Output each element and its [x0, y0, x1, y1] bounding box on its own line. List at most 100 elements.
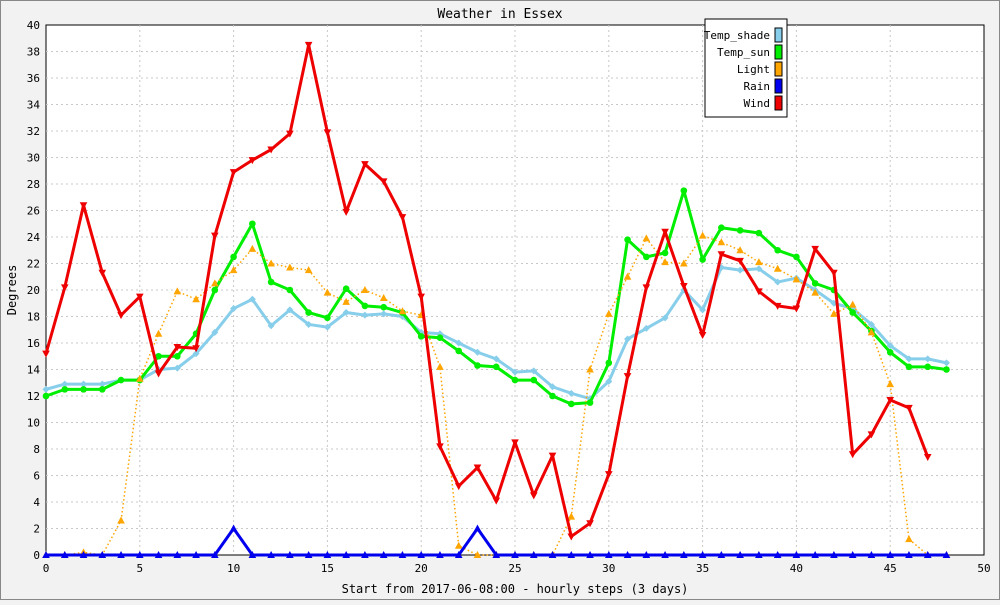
- data-point-light: [192, 295, 200, 303]
- data-point-rain: [342, 551, 350, 558]
- data-point-wind: [792, 305, 801, 313]
- data-point-light: [136, 374, 144, 382]
- data-point-wind: [886, 396, 894, 404]
- data-point-rain: [286, 551, 294, 558]
- data-point-light: [117, 516, 125, 524]
- data-point-rain: [661, 551, 669, 558]
- data-point-light: [680, 259, 688, 267]
- data-point-temp-shade: [473, 348, 481, 356]
- data-point-rain: [792, 551, 801, 558]
- data-point-temp-shade: [942, 359, 950, 367]
- data-point-light: [248, 244, 257, 252]
- legend-label-light: Light: [737, 63, 770, 76]
- data-point-temp-sun: [324, 314, 331, 322]
- data-point-rain: [60, 551, 69, 558]
- x-tick-label: 0: [43, 562, 50, 575]
- x-tick-label: 10: [227, 562, 240, 575]
- data-point-temp-sun: [98, 386, 106, 393]
- data-point-temp-shade: [192, 350, 200, 358]
- data-point-light: [229, 266, 238, 274]
- data-point-temp-shade: [98, 380, 106, 388]
- data-point-temp-shade: [774, 278, 782, 286]
- data-point-temp-sun: [755, 229, 763, 237]
- data-point-light: [398, 307, 407, 315]
- data-point-temp-sun: [342, 285, 350, 292]
- data-point-rain: [811, 551, 819, 558]
- data-point-temp-sun: [774, 246, 781, 254]
- legend-swatch-temp-sun: [774, 44, 783, 60]
- data-point-temp-sun: [492, 363, 500, 371]
- data-point-temp-shade: [286, 306, 294, 314]
- data-point-light: [661, 258, 669, 266]
- data-point-wind: [755, 288, 763, 296]
- data-point-temp-sun: [567, 400, 575, 408]
- data-point-rain: [211, 551, 219, 558]
- data-point-rain: [323, 551, 332, 558]
- data-point-wind: [454, 483, 463, 491]
- y-tick-label: 14: [27, 364, 41, 377]
- data-point-wind: [304, 41, 313, 49]
- data-point-wind: [42, 350, 50, 358]
- data-point-light: [698, 231, 707, 239]
- data-point-light: [454, 541, 463, 549]
- data-point-wind: [398, 214, 407, 222]
- data-point-rain: [417, 551, 425, 558]
- data-point-wind: [698, 332, 707, 340]
- data-point-light: [623, 272, 632, 280]
- data-point-light: [867, 328, 876, 336]
- data-point-temp-sun: [117, 376, 125, 384]
- data-point-wind: [830, 269, 838, 277]
- legend-box: [704, 18, 788, 118]
- data-point-light: [567, 512, 576, 520]
- y-tick-label: 0: [33, 549, 40, 562]
- data-point-light: [848, 300, 857, 308]
- x-tick-label: 5: [136, 562, 143, 575]
- legend-label-wind: Wind: [744, 97, 771, 110]
- data-point-temp-sun: [886, 348, 894, 356]
- y-tick-label: 18: [27, 311, 40, 324]
- data-point-temp-shade: [886, 342, 894, 350]
- data-point-rain: [698, 551, 707, 558]
- data-point-temp-shade: [361, 311, 369, 319]
- data-point-temp-sun: [643, 253, 650, 261]
- data-point-rain: [605, 551, 613, 558]
- data-point-temp-sun: [267, 278, 275, 286]
- data-point-wind: [286, 130, 294, 138]
- chart-title: Weather in Essex: [437, 7, 562, 22]
- data-point-rain: [586, 551, 594, 558]
- data-point-temp-sun: [849, 309, 856, 316]
- data-point-light: [154, 329, 163, 337]
- legend-label-rain: Rain: [744, 80, 771, 93]
- x-tick-label: 25: [508, 562, 521, 575]
- y-tick-label: 2: [33, 523, 40, 536]
- data-point-temp-shade: [699, 306, 707, 314]
- x-tick-label: 35: [696, 562, 709, 575]
- data-point-rain: [492, 551, 501, 558]
- data-point-wind: [717, 251, 726, 259]
- data-point-rain: [848, 551, 857, 558]
- data-point-temp-shade: [323, 323, 331, 331]
- data-point-rain: [154, 551, 163, 558]
- data-point-temp-sun: [511, 376, 519, 384]
- data-point-light: [792, 275, 801, 283]
- x-axis-label: Start from 2017-06-08:00 - hourly steps …: [342, 582, 689, 596]
- data-point-temp-sun: [924, 363, 932, 371]
- data-point-wind: [605, 471, 613, 479]
- data-point-light: [886, 380, 894, 388]
- data-point-temp-shade: [736, 266, 744, 274]
- data-point-wind: [586, 520, 594, 528]
- data-point-temp-sun: [474, 362, 481, 369]
- data-point-light: [586, 365, 594, 373]
- data-point-light: [379, 293, 388, 301]
- legend: Temp_shade Temp_sun Light Rain Wind: [704, 18, 788, 118]
- data-point-wind: [323, 129, 332, 137]
- data-point-temp-sun: [736, 227, 744, 234]
- data-point-light: [323, 288, 332, 296]
- series-line-wind: [44, 43, 930, 538]
- data-point-rain: [136, 551, 144, 558]
- data-point-wind: [661, 228, 669, 236]
- data-point-temp-sun: [624, 236, 631, 243]
- data-point-wind: [192, 345, 200, 353]
- data-point-temp-shade: [549, 383, 557, 391]
- series-rain: [42, 524, 951, 558]
